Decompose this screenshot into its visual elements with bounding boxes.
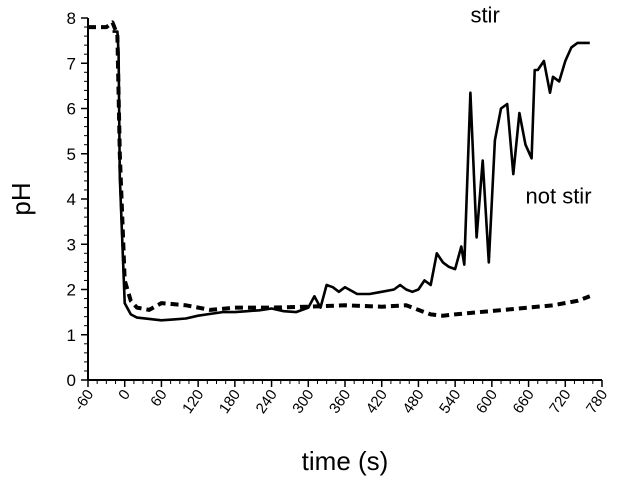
y-tick-label: 7 [67,54,76,73]
x-tick-label: -60 [71,387,97,415]
y-tick-label: 6 [67,100,76,119]
x-tick-label: 660 [510,387,538,417]
x-tick-label: 120 [179,387,207,417]
x-axis-title: time (s) [302,446,389,476]
x-tick-label: 300 [289,387,317,417]
y-axis-ticks: 0 1 2 3 4 5 6 7 8 [67,9,88,390]
x-tick-label: 540 [436,387,464,417]
y-tick-label: 8 [67,9,76,28]
x-tick-label: 420 [363,387,391,417]
y-tick-label: 3 [67,235,76,254]
annotation-label: not stir [526,184,592,209]
x-tick-label: 240 [253,387,281,417]
x-tick-label: 600 [473,387,501,417]
x-tick-label: 720 [546,387,574,417]
y-tick-label: 2 [67,281,76,300]
series-line-not-stir [88,20,591,318]
annotation-label: stir [470,3,499,28]
series-line-stir [112,30,590,322]
x-tick-label: 60 [147,387,170,410]
y-tick-label: 1 [67,326,76,345]
y-tick-label: 4 [67,190,76,209]
y-axis-title: pH [6,182,36,215]
x-tick-label: 480 [399,387,427,417]
y-tick-label: 0 [67,371,76,390]
x-tick-label: 180 [216,387,244,417]
x-axis-ticks: -60 0 60 120 180 240 300 360 420 480 540 600 660 720 7… [71,380,611,417]
series-layer [88,20,591,322]
annotations: stir not stir [470,3,591,209]
x-tick-label: 0 [115,387,134,404]
y-tick-label: 5 [67,145,76,164]
x-tick-label: 780 [583,387,611,417]
x-tick-label: 360 [326,387,354,417]
